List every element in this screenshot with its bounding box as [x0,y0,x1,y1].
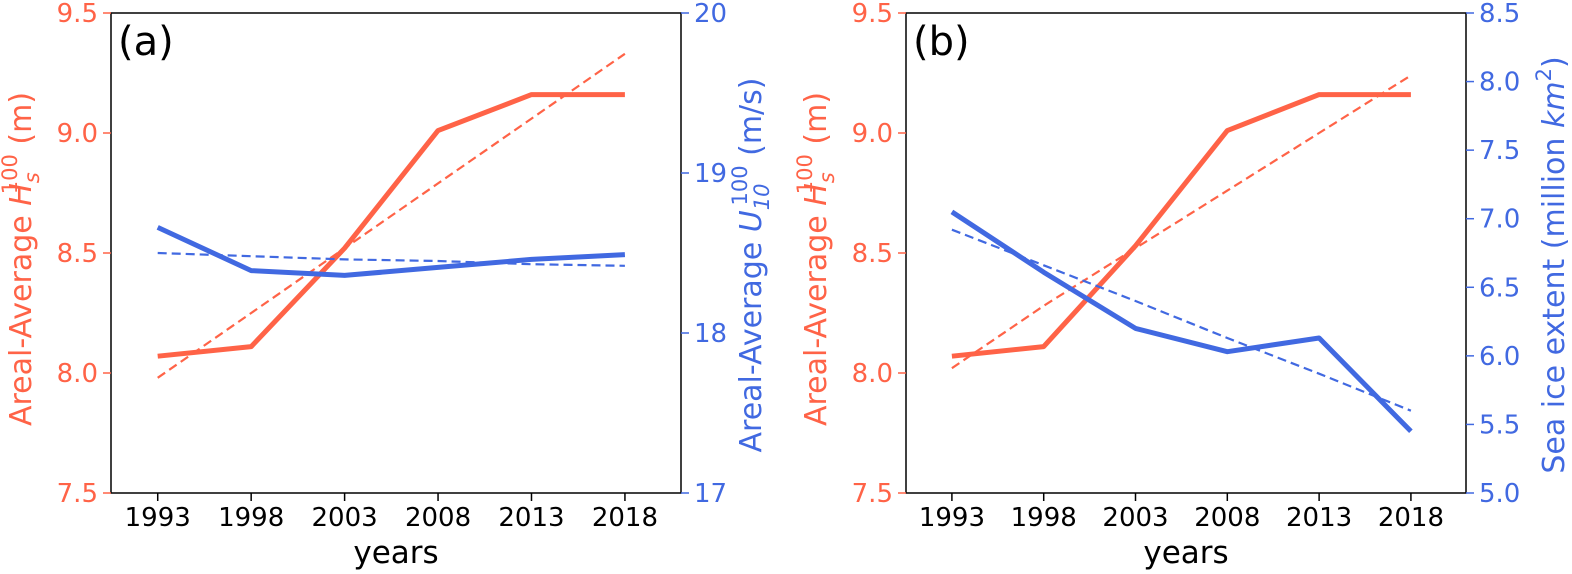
right-y-tick-label: 5.0 [1479,479,1520,509]
x-tick-label: 2013 [498,503,564,533]
left-y-tick-label: 7.5 [57,479,98,509]
left-y-axis-label-sub: s [815,172,839,183]
left-y-axis-label-sub: s [20,172,44,183]
right-y-axis-label-sup: 100 [728,165,752,205]
plot-frame [905,12,1467,494]
x-tick-label: 1993 [125,503,191,533]
right-y-axis-label: Areal-Average U10100 (m/s) [728,78,774,453]
series-line-u10-100-trend [157,251,625,267]
right-y-axis-label-var: km [1537,81,1572,128]
panel-b: 1993 1998 2003 2008 2013 2018 years 7.5 8.0 8.5 9.… [793,0,1572,571]
x-tick-label: 2018 [592,503,658,533]
series-line-hs100 [951,92,1411,359]
left-y-axis-label-prefix: Areal-Average [4,206,39,426]
right-y-tick-label: 8.5 [1479,0,1520,29]
x-tick-label: 2018 [1378,503,1444,533]
series-line-hs100 [157,92,625,359]
right-y-tick-label: 7.0 [1479,205,1520,235]
x-tick-label: 2008 [405,503,471,533]
left-y-axis-label-var: H [799,183,834,206]
left-y-axis-label: Areal-Average Hs100 (m) [793,92,839,426]
left-y-axis-label-suffix: (m) [4,92,39,154]
x-tick-label: 2013 [1286,503,1352,533]
left-y-tick-label: 9.5 [57,0,98,29]
left-y-axis-label-sup: 100 [0,154,22,194]
right-y-tick-label: 19 [694,159,727,189]
left-y-tick-label: 8.0 [57,359,98,389]
left-y-axis-label-suffix: (m) [799,92,834,154]
right-y-axis-label-sub: 10 [750,184,774,211]
right-y-tick-label: 5.5 [1479,410,1520,440]
series-line-hs100-trend [951,74,1412,370]
x-axis-label: years [353,535,438,571]
series-line-sea-ice-extent [950,209,1413,434]
series-line-sea-ice-extent-trend [951,228,1412,412]
right-y-axis-label-suffix: (m/s) [734,78,769,166]
left-y-tick-label: 8.0 [852,359,893,389]
left-y-tick-label: 9.0 [57,119,98,149]
right-y-axis-label-suffix: ) [1537,56,1572,68]
right-y-axis-label-sup: 2 [1532,68,1556,81]
plot-frame [110,12,682,494]
right-y-axis-label-var: U [734,210,769,232]
right-y-tick-label: 20 [694,0,727,29]
left-y-axis-label-sup: 100 [793,154,817,194]
right-y-tick-label: 18 [694,319,727,349]
series-line-hs100-trend [157,52,626,379]
panel-a: 1993 1998 2003 2008 2013 2018years7.58.08.59.… [0,0,774,571]
right-y-tick-label: 7.5 [1479,136,1520,166]
series-line-u10-100 [156,225,626,278]
x-tick-label: 2003 [1102,503,1168,533]
x-tick-label: 1993 [919,503,985,533]
right-y-axis-label-prefix: Sea ice extent (million [1537,128,1572,474]
x-tick-label: 2003 [312,503,378,533]
x-tick-label: 1998 [1011,503,1077,533]
x-tick-label: 1998 [218,503,284,533]
right-y-tick-label: 17 [694,479,727,509]
right-y-axis-label: Sea ice extent (million km2) [1532,56,1572,473]
x-tick-label: 2008 [1194,503,1260,533]
right-y-tick-label: 8.0 [1479,68,1520,98]
left-y-tick-label: 8.5 [57,239,98,269]
right-y-tick-label: 6.5 [1479,273,1520,303]
panel-label: (a) [118,19,174,65]
left-y-tick-label: 8.5 [852,239,893,269]
left-y-tick-label: 9.5 [852,0,893,29]
x-axis-label: years [1143,535,1228,571]
right-y-axis-label-prefix: Areal-Average [734,232,769,452]
left-y-axis-label-var: H [4,183,39,206]
right-y-tick-label: 6.0 [1479,342,1520,372]
panel-label: (b) [913,19,970,65]
left-y-tick-label: 7.5 [852,479,893,509]
left-y-tick-label: 9.0 [852,119,893,149]
left-y-axis-label-prefix: Areal-Average [799,206,834,426]
left-y-axis-label: Areal-Average Hs100 (m) [0,92,44,426]
